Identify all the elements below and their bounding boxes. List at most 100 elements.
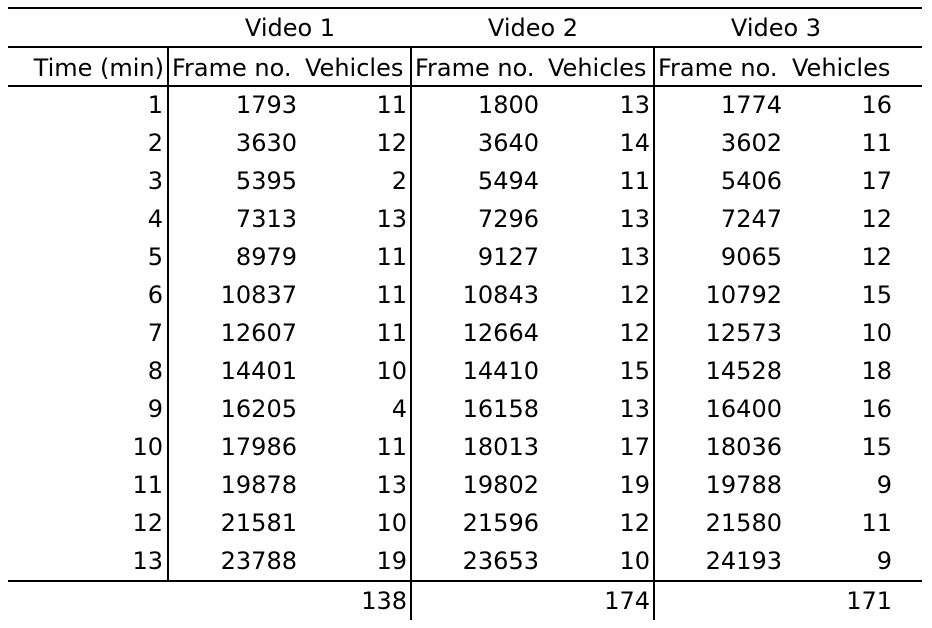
vehicles-cell: 11 xyxy=(619,167,650,195)
frame-no-cell: 9065 xyxy=(720,243,782,271)
column-header-frame-no: Frame no. xyxy=(415,54,535,82)
column-header-vehicles: Vehicles xyxy=(305,54,404,82)
time-cell: 6 xyxy=(147,281,163,309)
frame-no-cell: 16400 xyxy=(705,395,782,423)
vehicles-cell: 10 xyxy=(376,357,407,385)
column-header-frame-no: Frame no. xyxy=(172,54,292,82)
column-header-vehicles: Vehicles xyxy=(792,54,891,82)
vehicles-cell: 15 xyxy=(861,433,892,461)
vehicles-cell: 14 xyxy=(619,129,650,157)
vehicles-cell: 10 xyxy=(861,319,892,347)
frame-no-cell: 23653 xyxy=(462,547,539,575)
totals-rule xyxy=(8,580,922,582)
vehicles-cell: 4 xyxy=(391,395,407,423)
vehicles-cell: 19 xyxy=(619,471,650,499)
time-cell: 10 xyxy=(132,433,163,461)
vehicles-cell: 12 xyxy=(619,319,650,347)
frame-no-cell: 3640 xyxy=(477,129,539,157)
divider-video-1 xyxy=(410,46,412,620)
vehicles-cell: 12 xyxy=(619,281,650,309)
total-vehicles-video-1: 138 xyxy=(361,587,407,615)
vehicles-cell: 13 xyxy=(619,205,650,233)
column-header-vehicles: Vehicles xyxy=(548,54,647,82)
frame-no-cell: 10837 xyxy=(220,281,297,309)
time-cell: 2 xyxy=(147,129,163,157)
vehicles-cell: 16 xyxy=(861,91,892,119)
vehicles-cell: 11 xyxy=(376,243,407,271)
time-cell: 8 xyxy=(147,357,163,385)
vehicles-cell: 12 xyxy=(619,509,650,537)
vehicles-cell: 12 xyxy=(376,129,407,157)
divider-video-2 xyxy=(653,46,655,620)
frame-no-cell: 16158 xyxy=(462,395,539,423)
top-rule xyxy=(8,7,922,9)
frame-no-cell: 18036 xyxy=(705,433,782,461)
group-header-video-2: Video 2 xyxy=(487,14,579,42)
frame-no-cell: 1774 xyxy=(720,91,782,119)
vehicles-cell: 13 xyxy=(376,471,407,499)
vehicles-cell: 13 xyxy=(619,91,650,119)
vehicles-cell: 18 xyxy=(861,357,892,385)
frame-no-cell: 7296 xyxy=(477,205,539,233)
group-header-video-1: Video 1 xyxy=(244,14,336,42)
vehicles-cell: 11 xyxy=(376,433,407,461)
vehicles-cell: 11 xyxy=(376,319,407,347)
vehicles-cell: 13 xyxy=(619,395,650,423)
divider-time xyxy=(167,46,169,580)
frame-no-cell: 21580 xyxy=(705,509,782,537)
total-vehicles-video-3: 171 xyxy=(846,587,892,615)
time-cell: 7 xyxy=(147,319,163,347)
vehicles-cell: 13 xyxy=(619,243,650,271)
frame-no-cell: 14410 xyxy=(462,357,539,385)
vehicles-cell: 10 xyxy=(619,547,650,575)
frame-no-cell: 14528 xyxy=(705,357,782,385)
vehicles-cell: 15 xyxy=(619,357,650,385)
group-header-video-3: Video 3 xyxy=(730,14,822,42)
time-cell: 9 xyxy=(147,395,163,423)
time-cell: 5 xyxy=(147,243,163,271)
time-cell: 4 xyxy=(147,205,163,233)
frame-no-cell: 12664 xyxy=(462,319,539,347)
frame-no-cell: 10843 xyxy=(462,281,539,309)
column-header-time: Time (min) xyxy=(33,54,164,82)
vehicles-cell: 11 xyxy=(376,281,407,309)
vehicles-cell: 9 xyxy=(876,547,892,575)
frame-no-cell: 17986 xyxy=(220,433,297,461)
time-cell: 1 xyxy=(147,91,163,119)
frame-no-cell: 24193 xyxy=(705,547,782,575)
frame-no-cell: 5494 xyxy=(477,167,539,195)
frame-no-cell: 12607 xyxy=(220,319,297,347)
vehicles-cell: 15 xyxy=(861,281,892,309)
frame-no-cell: 21581 xyxy=(220,509,297,537)
frame-no-cell: 8979 xyxy=(235,243,297,271)
vehicles-cell: 10 xyxy=(376,509,407,537)
frame-no-cell: 7313 xyxy=(235,205,297,233)
header-rule xyxy=(8,46,922,48)
total-vehicles-video-2: 174 xyxy=(604,587,650,615)
frame-no-cell: 19878 xyxy=(220,471,297,499)
time-cell: 13 xyxy=(132,547,163,575)
frame-no-cell: 19788 xyxy=(705,471,782,499)
vehicles-cell: 9 xyxy=(876,471,892,499)
column-header-rule xyxy=(8,85,922,87)
vehicles-cell: 17 xyxy=(619,433,650,461)
frame-no-cell: 10792 xyxy=(705,281,782,309)
vehicles-cell: 11 xyxy=(861,509,892,537)
frame-no-cell: 7247 xyxy=(720,205,782,233)
vehicles-cell: 11 xyxy=(861,129,892,157)
frame-no-cell: 21596 xyxy=(462,509,539,537)
frame-no-cell: 3602 xyxy=(720,129,782,157)
frame-no-cell: 1800 xyxy=(477,91,539,119)
vehicles-cell: 12 xyxy=(861,205,892,233)
frame-no-cell: 12573 xyxy=(705,319,782,347)
vehicles-cell: 11 xyxy=(376,91,407,119)
frame-no-cell: 3630 xyxy=(235,129,297,157)
vehicles-cell: 17 xyxy=(861,167,892,195)
frame-no-cell: 18013 xyxy=(462,433,539,461)
frame-no-cell: 9127 xyxy=(477,243,539,271)
time-cell: 3 xyxy=(147,167,163,195)
time-cell: 12 xyxy=(132,509,163,537)
frame-no-cell: 1793 xyxy=(235,91,297,119)
frame-no-cell: 14401 xyxy=(220,357,297,385)
